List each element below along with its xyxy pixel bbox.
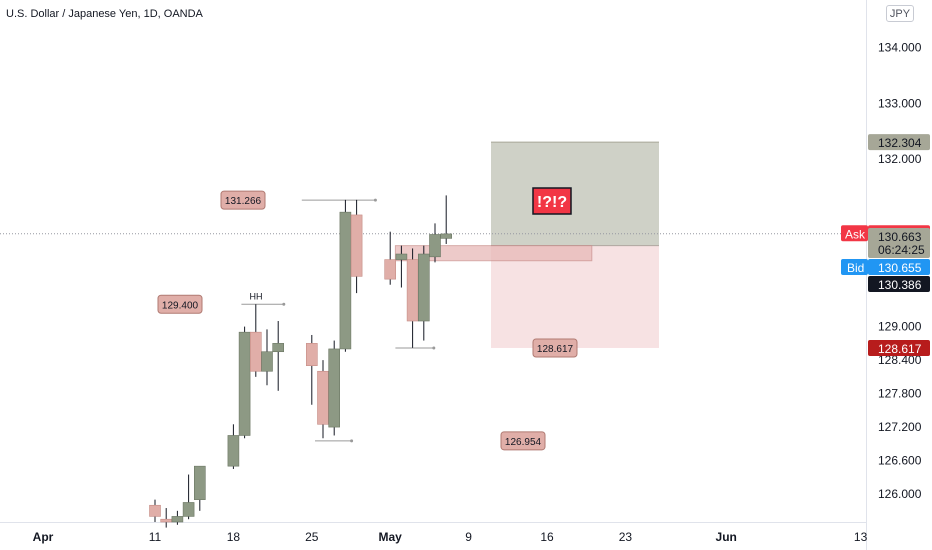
- tag-bid-label-bg: [841, 259, 868, 275]
- label-126-954-text: 126.954: [505, 437, 542, 448]
- tag-bid-value: 130.655: [878, 261, 922, 275]
- alert-badge: [532, 187, 572, 215]
- price-tick-label: 134.000: [878, 40, 922, 54]
- price-tick-label: 126.600: [878, 454, 922, 468]
- candle-body: [406, 259, 419, 322]
- price-tick-label: 127.800: [878, 387, 922, 401]
- tag-last: [868, 228, 930, 258]
- tag-other-value: 130.386: [878, 278, 922, 292]
- tag-ask-label-bg: [841, 225, 868, 242]
- position-target-zone: [491, 142, 659, 246]
- label-129-400-text: 129.400: [162, 300, 199, 311]
- label-131-266: [220, 190, 266, 210]
- tag-stop: [868, 339, 930, 356]
- high-line-end-dot: [373, 198, 377, 202]
- label-126-954: [500, 431, 546, 451]
- position-stop-zone: [491, 245, 659, 348]
- candle-body: [171, 516, 184, 523]
- candle-body: [429, 234, 441, 258]
- tag-bid: [868, 259, 930, 275]
- time-tick-label: May: [379, 530, 403, 544]
- time-tick-label: 23: [619, 530, 633, 544]
- candle-body: [250, 331, 262, 372]
- candle-body: [238, 331, 251, 436]
- time-tick-label: 18: [227, 530, 241, 544]
- label-128-617: [532, 338, 578, 358]
- tag-bid-label: Bid: [847, 261, 864, 275]
- time-tick-label: Jun: [716, 530, 737, 544]
- label-hh: HH: [250, 291, 263, 301]
- label-129-400: [157, 294, 203, 314]
- alert-badge-text: !?!?: [537, 194, 567, 211]
- candle-body: [440, 233, 453, 239]
- price-tick-label: 129.000: [878, 320, 922, 334]
- candle-body: [317, 370, 329, 425]
- time-tick-label: 9: [465, 530, 472, 544]
- support-line-end-dot: [350, 439, 354, 443]
- low-line-end-dot: [432, 346, 436, 350]
- candle-body: [328, 348, 341, 428]
- chart-title: U.S. Dollar / Japanese Yen, 1D, OANDA: [6, 8, 203, 20]
- hh-line-end-dot: [282, 302, 286, 306]
- label-128-617-text: 128.617: [537, 344, 574, 355]
- candle-body: [227, 435, 240, 467]
- candle-body: [339, 211, 352, 350]
- price-tick-label: 128.400: [878, 353, 922, 367]
- candle-body: [305, 343, 318, 366]
- time-tick-label: 16: [540, 530, 554, 544]
- price-tick-label: 127.200: [878, 420, 922, 434]
- currency-badge[interactable]: JPY: [886, 5, 914, 22]
- supply-zone: [394, 245, 593, 262]
- tag-stop-value: 128.617: [878, 342, 922, 356]
- candle-body: [194, 465, 206, 500]
- tag-last-countdown: 06:24:25: [878, 243, 925, 257]
- candle-body: [384, 259, 397, 280]
- time-tick-label: 25: [305, 530, 319, 544]
- candle-body: [272, 343, 285, 353]
- time-tick-label: Apr: [33, 530, 54, 544]
- tag-ask-label: Ask: [845, 227, 866, 241]
- candle-body: [149, 504, 161, 517]
- price-tick-label: 126.000: [878, 487, 922, 501]
- candle-body: [182, 502, 195, 517]
- candle-body: [261, 351, 273, 372]
- tag-target-value: 132.304: [878, 136, 922, 150]
- candle-body: [160, 518, 172, 523]
- tag-last-value: 130.663: [878, 230, 922, 244]
- tag-target: [868, 134, 930, 151]
- tag-other: [868, 276, 930, 292]
- time-tick-label: 13: [854, 530, 868, 544]
- candle-body: [417, 253, 430, 322]
- label-131-266-text: 131.266: [225, 196, 262, 207]
- time-tick-label: 11: [149, 530, 162, 544]
- price-tick-label: 133.000: [878, 96, 922, 110]
- price-tick-label: 132.000: [878, 152, 922, 166]
- candle-body: [350, 214, 363, 277]
- candle-body: [395, 253, 408, 260]
